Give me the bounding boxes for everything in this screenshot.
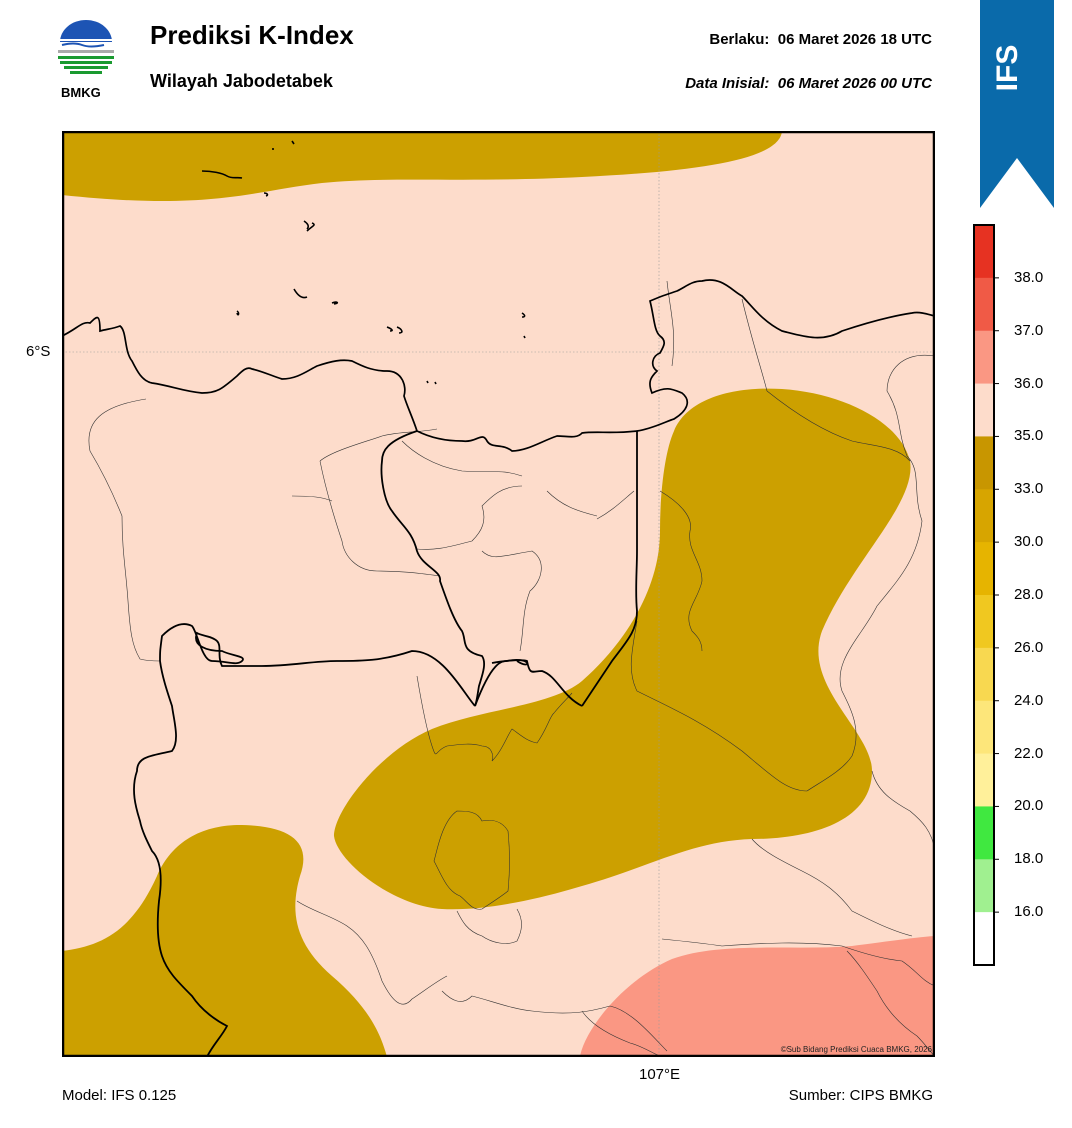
model-ribbon: IFS bbox=[980, 0, 1054, 208]
kindex-field-north bbox=[62, 131, 782, 202]
map-frame bbox=[61, 130, 936, 1058]
colorbar-segment bbox=[974, 912, 994, 966]
longitude-label: 107°E bbox=[639, 1066, 681, 1083]
coastline bbox=[62, 279, 935, 452]
colorbar-tick-label: 24.0 bbox=[1014, 691, 1044, 709]
colorbar-segment bbox=[974, 542, 994, 596]
colorbar-tick-label: 37.0 bbox=[1014, 321, 1044, 339]
islands bbox=[201, 140, 526, 385]
colorbar-segment bbox=[974, 330, 994, 385]
page-title: Prediksi K-Index bbox=[150, 20, 354, 50]
colorbar-tick-label: 35.0 bbox=[1014, 427, 1044, 445]
page-subtitle: Wilayah Jabodetabek bbox=[150, 71, 333, 91]
bmkg-logo bbox=[52, 20, 120, 86]
valid-value: 06 Maret 2026 18 UTC bbox=[777, 31, 932, 48]
province-boundaries bbox=[133, 430, 638, 1057]
colorbar-tick-label: 20.0 bbox=[1014, 797, 1044, 815]
init-label: Data Inisial: bbox=[685, 75, 770, 92]
valid-time: Berlaku: 06 Maret 2026 18 UTC bbox=[709, 31, 932, 48]
kindex-field-southwest bbox=[62, 825, 387, 1057]
colorbar-segment bbox=[974, 647, 994, 702]
latitude-label: 6°S bbox=[26, 343, 51, 360]
colorbar-tick-label: 18.0 bbox=[1014, 850, 1044, 868]
map-credit: ©Sub Bidang Prediksi Cuaca BMKG, 2026 bbox=[780, 1045, 932, 1054]
colorbar-segment bbox=[974, 489, 994, 543]
colorbar-tick-label: 16.0 bbox=[1014, 903, 1044, 921]
colorbar-tick-label: 28.0 bbox=[1014, 586, 1044, 603]
colorbar-segment bbox=[974, 700, 994, 755]
colorbar-tick-label: 36.0 bbox=[1014, 374, 1044, 392]
colorbar bbox=[969, 224, 999, 966]
colorbar-tick-label: 38.0 bbox=[1014, 268, 1044, 286]
colorbar-segment bbox=[974, 595, 994, 649]
colorbar-segment bbox=[974, 859, 994, 913]
colorbar-tick-label: 30.0 bbox=[1014, 533, 1044, 551]
init-value: 06 Maret 2026 00 UTC bbox=[777, 75, 932, 92]
colorbar-segment bbox=[974, 806, 994, 860]
k-index-map[interactable] bbox=[61, 130, 936, 1058]
map-panel[interactable] bbox=[61, 130, 936, 1058]
kindex-field-southeast bbox=[580, 936, 935, 1057]
ribbon-text: IFS bbox=[991, 45, 1024, 92]
colorbar-segment bbox=[974, 277, 994, 332]
colorbar-segment bbox=[974, 753, 994, 807]
colorbar-segment bbox=[974, 383, 994, 437]
source-label: Sumber: CIPS BMKG bbox=[788, 1087, 933, 1104]
logo-text: BMKG bbox=[61, 85, 101, 100]
model-label: Model: IFS 0.125 bbox=[62, 1087, 177, 1104]
colorbar-tick-label: 33.0 bbox=[1014, 480, 1044, 498]
colorbar-segment bbox=[974, 225, 994, 279]
valid-label: Berlaku: bbox=[709, 31, 770, 48]
initial-time: Data Inisial: 06 Maret 2026 00 UTC bbox=[685, 75, 932, 92]
colorbar-tick-label: 22.0 bbox=[1014, 744, 1044, 762]
colorbar-segment bbox=[974, 436, 994, 490]
colorbar-tick-label: 26.0 bbox=[1014, 638, 1044, 656]
